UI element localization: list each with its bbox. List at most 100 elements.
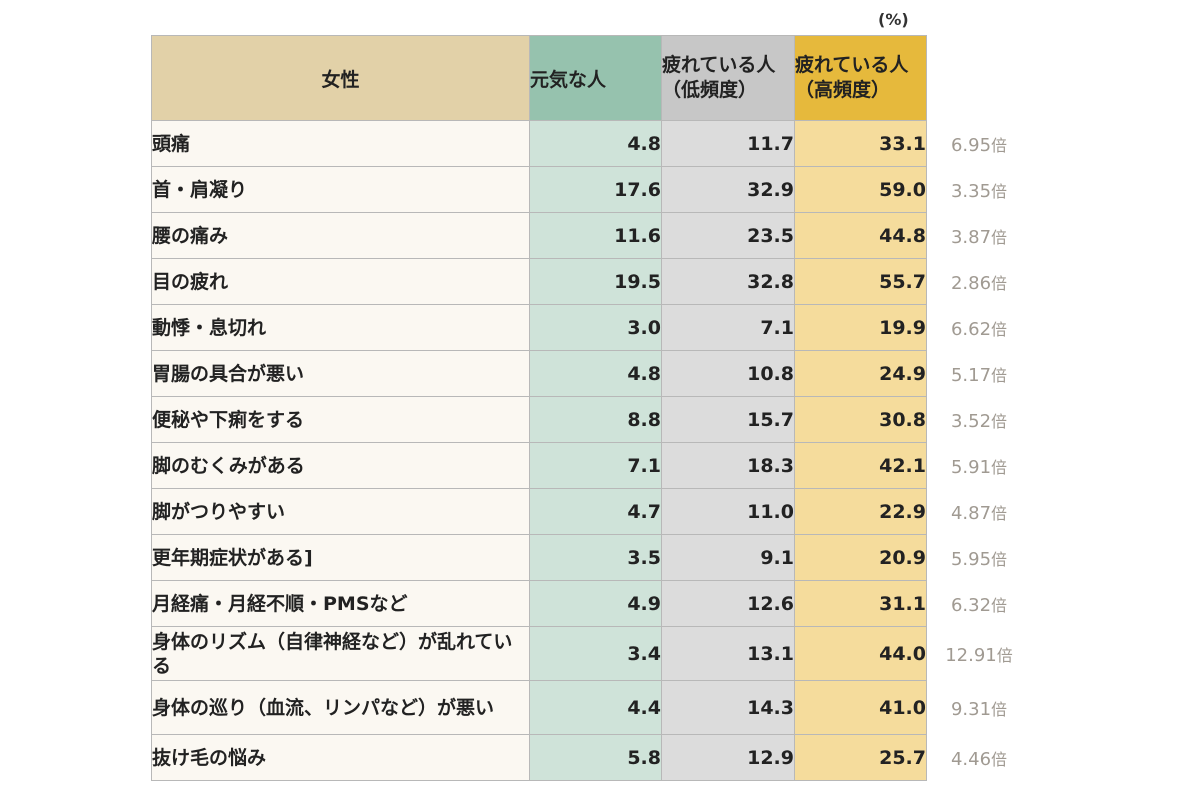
table-body: 頭痛 4.8 11.7 33.1 首・肩凝り 17.6 32.9 59.0 腰の痛み 11.6 23…: [151, 120, 927, 781]
row-label: 首・肩凝り: [151, 166, 530, 213]
ratio-number: 4.46: [950, 749, 992, 770]
genki-value: 3.5: [529, 534, 662, 581]
ratio-suffix: 倍: [991, 550, 1008, 569]
row-label: 胃腸の具合が悪い: [151, 350, 530, 397]
row-label: 腰の痛み: [151, 212, 530, 259]
genki-value: 17.6: [529, 166, 662, 213]
ratio-value: 4.46倍: [936, 746, 1022, 770]
table-row: 身体のリズム（自律神経など）が乱れている 3.4 13.1 44.0: [151, 626, 927, 681]
row-label: 脚のむくみがある: [151, 442, 530, 489]
ratio-suffix: 倍: [996, 646, 1013, 665]
tired-low-value: 14.3: [661, 680, 795, 735]
tired-high-value: 41.0: [794, 680, 927, 735]
ratio-value: 4.87倍: [936, 500, 1022, 524]
genki-value: 4.8: [529, 120, 662, 167]
tired-high-value: 20.9: [794, 534, 927, 581]
tired-low-value: 10.8: [661, 350, 795, 397]
ratio-value: 6.32倍: [936, 592, 1022, 616]
genki-value: 4.8: [529, 350, 662, 397]
table-row: 腰の痛み 11.6 23.5 44.8: [151, 212, 927, 259]
tired-high-value: 44.0: [794, 626, 927, 681]
ratio-number: 3.87: [950, 227, 992, 248]
table-row: 頭痛 4.8 11.7 33.1: [151, 120, 927, 167]
ratio-number: 6.95: [950, 135, 992, 156]
ratio-suffix: 倍: [991, 458, 1008, 477]
ratio-value: 6.62倍: [936, 316, 1022, 340]
table-row: 胃腸の具合が悪い 4.8 10.8 24.9: [151, 350, 927, 397]
tired-high-value: 59.0: [794, 166, 927, 213]
tired-high-value: 25.7: [794, 734, 927, 781]
tired-low-value: 18.3: [661, 442, 795, 489]
table-row: 更年期症状がある] 3.5 9.1 20.9: [151, 534, 927, 581]
ratio-value: 9.31倍: [936, 696, 1022, 720]
tired-low-value: 23.5: [661, 212, 795, 259]
table-row: 動悸・息切れ 3.0 7.1 19.9: [151, 304, 927, 351]
header-row: 女性 元気な人 疲れている人（低頻度） 疲れている人（高頻度）: [151, 35, 927, 121]
tired-low-value: 13.1: [661, 626, 795, 681]
table-row: 便秘や下痢をする 8.8 15.7 30.8: [151, 396, 927, 443]
tired-high-value: 33.1: [794, 120, 927, 167]
tired-low-value: 11.7: [661, 120, 795, 167]
ratio-suffix: 倍: [991, 320, 1008, 339]
tired-low-value: 7.1: [661, 304, 795, 351]
table-row: 身体の巡り（血流、リンパなど）が悪い 4.4 14.3 41.0: [151, 680, 927, 735]
tired-high-value: 42.1: [794, 442, 927, 489]
genki-value: 4.7: [529, 488, 662, 535]
row-label: 身体のリズム（自律神経など）が乱れている: [151, 626, 530, 681]
table-row: 月経痛・月経不順・PMSなど 4.9 12.6 31.1: [151, 580, 927, 627]
ratio-number: 6.62: [950, 319, 992, 340]
tired-high-value: 30.8: [794, 396, 927, 443]
row-label: 抜け毛の悩み: [151, 734, 530, 781]
ratio-number: 3.35: [950, 181, 992, 202]
genki-value: 4.9: [529, 580, 662, 627]
tired-low-value: 12.6: [661, 580, 795, 627]
row-label: 脚がつりやすい: [151, 488, 530, 535]
ratio-value: 6.95倍: [936, 132, 1022, 156]
tired-low-value: 15.7: [661, 396, 795, 443]
table-row: 抜け毛の悩み 5.8 12.9 25.7: [151, 734, 927, 781]
ratio-value: 5.91倍: [936, 454, 1022, 478]
row-label: 頭痛: [151, 120, 530, 167]
ratio-number: 3.52: [950, 411, 992, 432]
ratio-number: 2.86: [950, 273, 992, 294]
ratio-value: 2.86倍: [936, 270, 1022, 294]
ratio-number: 6.32: [950, 595, 992, 616]
tired-low-value: 12.9: [661, 734, 795, 781]
genki-value: 5.8: [529, 734, 662, 781]
ratio-suffix: 倍: [991, 504, 1008, 523]
tired-high-value: 55.7: [794, 258, 927, 305]
ratio-value: 5.17倍: [936, 362, 1022, 386]
ratio-suffix: 倍: [991, 366, 1008, 385]
ratio-value: 3.87倍: [936, 224, 1022, 248]
unit-label: (%): [878, 10, 909, 29]
genki-value: 8.8: [529, 396, 662, 443]
ratio-number: 12.91: [945, 645, 997, 666]
tired-high-value: 24.9: [794, 350, 927, 397]
table-row: 目の疲れ 19.5 32.8 55.7: [151, 258, 927, 305]
genki-value: 3.4: [529, 626, 662, 681]
table-row: 脚のむくみがある 7.1 18.3 42.1: [151, 442, 927, 489]
tired-low-value: 11.0: [661, 488, 795, 535]
row-label: 便秘や下痢をする: [151, 396, 530, 443]
ratio-number: 5.91: [950, 457, 992, 478]
ratio-number: 5.95: [950, 549, 992, 570]
header-tired-high: 疲れている人（高頻度）: [794, 35, 927, 121]
ratio-suffix: 倍: [991, 228, 1008, 247]
ratio-value: 3.35倍: [936, 178, 1022, 202]
genki-value: 11.6: [529, 212, 662, 259]
ratio-number: 9.31: [950, 699, 992, 720]
tired-low-value: 32.8: [661, 258, 795, 305]
row-label: 動悸・息切れ: [151, 304, 530, 351]
ratio-number: 4.87: [950, 503, 992, 524]
ratio-suffix: 倍: [991, 596, 1008, 615]
table-row: 首・肩凝り 17.6 32.9 59.0: [151, 166, 927, 213]
ratio-suffix: 倍: [991, 700, 1008, 719]
ratio-suffix: 倍: [991, 750, 1008, 769]
table-row: 脚がつりやすい 4.7 11.0 22.9: [151, 488, 927, 535]
ratio-suffix: 倍: [991, 412, 1008, 431]
ratio-suffix: 倍: [991, 274, 1008, 293]
genki-value: 4.4: [529, 680, 662, 735]
ratio-suffix: 倍: [991, 136, 1008, 155]
header-genki: 元気な人: [529, 35, 662, 121]
tired-high-value: 31.1: [794, 580, 927, 627]
